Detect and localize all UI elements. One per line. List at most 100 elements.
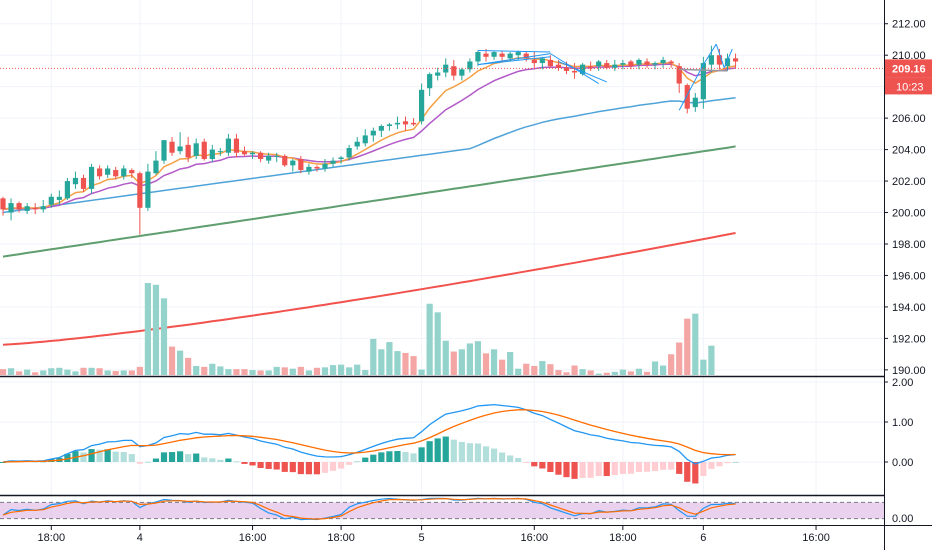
candle[interactable]	[330, 160, 336, 164]
candle[interactable]	[362, 135, 368, 144]
candle[interactable]	[266, 155, 272, 161]
candle[interactable]	[113, 170, 119, 177]
candle[interactable]	[475, 52, 481, 62]
candle[interactable]	[0, 198, 6, 210]
candle[interactable]	[314, 166, 320, 169]
candle[interactable]	[410, 122, 417, 125]
candle[interactable]	[563, 67, 570, 71]
stochastic-axis[interactable]: 0.00	[892, 513, 913, 525]
candle[interactable]	[48, 196, 54, 205]
candle[interactable]	[217, 151, 223, 153]
candle[interactable]	[620, 63, 626, 65]
candle[interactable]	[724, 58, 731, 67]
candle[interactable]	[523, 53, 529, 59]
candle[interactable]	[668, 61, 674, 64]
candle[interactable]	[32, 207, 38, 210]
candle[interactable]	[402, 121, 409, 125]
candle[interactable]	[700, 63, 706, 100]
candle[interactable]	[378, 125, 384, 131]
candle[interactable]	[209, 149, 215, 160]
candle[interactable]	[145, 171, 151, 208]
candle[interactable]	[290, 160, 296, 166]
candle[interactable]	[185, 144, 191, 158]
candle[interactable]	[201, 141, 207, 160]
candle[interactable]	[97, 168, 103, 177]
candle[interactable]	[338, 157, 344, 160]
candle[interactable]	[539, 58, 545, 64]
candle[interactable]	[483, 53, 489, 57]
candle[interactable]	[652, 63, 658, 65]
candle[interactable]	[137, 173, 143, 208]
candle[interactable]	[298, 159, 304, 171]
candle[interactable]	[354, 141, 360, 147]
candle[interactable]	[24, 206, 30, 211]
candle[interactable]	[499, 53, 505, 57]
candle[interactable]	[515, 52, 521, 56]
macd-pane[interactable]	[0, 403, 739, 484]
candle[interactable]	[249, 152, 256, 155]
candle[interactable]	[684, 85, 690, 109]
candle[interactable]	[8, 203, 14, 213]
candle[interactable]	[547, 59, 553, 67]
candle[interactable]	[169, 141, 175, 153]
candle[interactable]	[193, 143, 199, 156]
macd-axis[interactable]: 2.00 1.00 0.00	[884, 377, 913, 469]
candle[interactable]	[467, 61, 473, 70]
candle[interactable]	[177, 146, 183, 152]
candle[interactable]	[88, 166, 95, 189]
candle[interactable]	[233, 138, 240, 153]
candle[interactable]	[660, 59, 666, 64]
candle[interactable]	[451, 66, 457, 76]
candle[interactable]	[716, 55, 723, 65]
candle[interactable]	[612, 64, 618, 68]
candle[interactable]	[346, 148, 352, 158]
stochastic-pane[interactable]	[0, 497, 884, 521]
candle[interactable]	[459, 69, 465, 76]
candle[interactable]	[282, 155, 288, 166]
candle[interactable]	[443, 64, 449, 73]
candle[interactable]	[153, 160, 159, 174]
candle[interactable]	[628, 61, 634, 67]
candle[interactable]	[241, 151, 248, 155]
candle[interactable]	[258, 152, 264, 160]
candle[interactable]	[16, 203, 22, 210]
candle[interactable]	[80, 177, 87, 189]
candle[interactable]	[644, 61, 650, 65]
candle[interactable]	[121, 168, 127, 177]
candle[interactable]	[604, 63, 610, 68]
candle[interactable]	[507, 53, 513, 59]
candle[interactable]	[435, 72, 441, 76]
candle[interactable]	[636, 59, 642, 65]
candle[interactable]	[274, 155, 280, 157]
candle[interactable]	[40, 206, 46, 210]
candle[interactable]	[580, 64, 586, 75]
candle[interactable]	[225, 138, 231, 153]
candle[interactable]	[306, 166, 312, 172]
candle[interactable]	[386, 124, 392, 126]
candle[interactable]	[427, 74, 433, 89]
candle[interactable]	[394, 122, 401, 125]
candle[interactable]	[105, 168, 111, 175]
candle[interactable]	[555, 64, 562, 68]
candle[interactable]	[491, 52, 497, 57]
candle[interactable]	[161, 140, 167, 161]
candle[interactable]	[708, 55, 714, 65]
candle[interactable]	[72, 177, 79, 185]
candle[interactable]	[56, 196, 62, 200]
candle[interactable]	[588, 66, 594, 68]
candle[interactable]	[531, 59, 537, 64]
candle[interactable]	[692, 97, 698, 108]
candle[interactable]	[596, 61, 602, 67]
candle[interactable]	[370, 130, 376, 136]
candle[interactable]	[419, 89, 425, 122]
candle[interactable]	[64, 181, 70, 199]
time-axis[interactable]: 18:00 4 16:00 18:00 5 16:00 18:00 6 16:00	[38, 526, 830, 544]
candle[interactable]	[129, 170, 135, 174]
price-pane[interactable]	[0, 43, 884, 346]
candle[interactable]	[571, 70, 578, 73]
candle[interactable]	[732, 58, 739, 62]
candle[interactable]	[322, 163, 328, 169]
candle[interactable]	[676, 66, 682, 84]
